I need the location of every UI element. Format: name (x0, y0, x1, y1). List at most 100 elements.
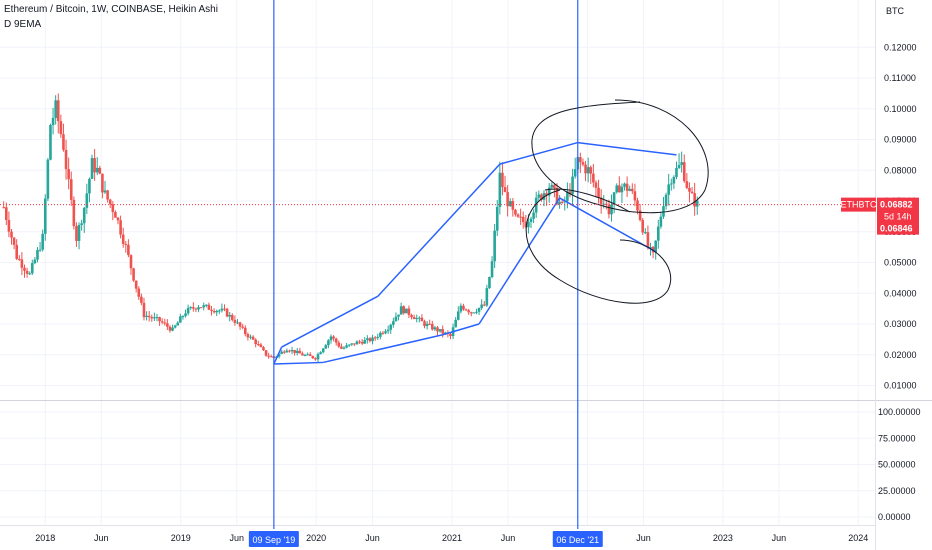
x-tick-label: Jun (636, 533, 651, 543)
trendline[interactable] (273, 346, 283, 365)
candle-body (397, 314, 400, 317)
candle-body (256, 344, 260, 346)
candle-body (423, 321, 426, 327)
candle-body (625, 183, 629, 191)
freehand-stroke[interactable] (544, 188, 631, 213)
trendline[interactable] (559, 197, 657, 253)
candle-body (501, 172, 504, 188)
candle-body (644, 232, 647, 234)
candle-body (384, 331, 387, 334)
candle-body (150, 317, 154, 319)
candle-body (680, 162, 683, 166)
candle-body (95, 167, 99, 173)
last-price-tag (877, 197, 919, 235)
candle-body (514, 209, 517, 215)
candle-body (140, 296, 143, 303)
freehand-ellipse[interactable] (525, 189, 671, 304)
x-tick-label: 2023 (713, 533, 733, 543)
candle-body (295, 350, 299, 353)
candle-body (207, 304, 211, 310)
candle-body (243, 327, 247, 335)
candle-body (467, 310, 470, 313)
freehand-ellipse[interactable] (531, 99, 709, 214)
candle-body (134, 280, 138, 289)
osc-y-tick-label: 0.00000 (878, 512, 911, 522)
candle-body (664, 194, 668, 207)
candle-body (618, 185, 621, 193)
y-tick-label: 0.04000 (884, 288, 917, 298)
candle-body (407, 308, 411, 315)
y-tick-label: 0.09000 (884, 135, 917, 145)
candle-body (631, 188, 634, 192)
x-tick-label: 2021 (442, 533, 462, 543)
candle-body (90, 158, 94, 179)
trendline[interactable] (323, 334, 443, 364)
trendline[interactable] (281, 295, 379, 348)
candle-body (233, 319, 237, 323)
candle-body (480, 304, 483, 308)
trendline[interactable] (478, 197, 561, 325)
candle-body (215, 310, 219, 313)
candle-body (77, 224, 81, 241)
candle-body (459, 305, 463, 312)
x-tick-label: 2024 (848, 533, 868, 543)
candle-body (342, 347, 346, 349)
x-tick-label: 2018 (35, 533, 55, 543)
osc-y-tick-label: 75.00000 (878, 433, 916, 443)
candle-body (555, 187, 559, 205)
candle-body (376, 336, 380, 338)
candle-body (228, 314, 231, 317)
candle-body (399, 306, 403, 315)
candle-body (371, 337, 374, 342)
chart-legend-title: Ethereum / Bitcoin, 1W, COINBASE, Heikin… (4, 4, 218, 15)
candle-body (111, 204, 115, 213)
candle-body (301, 353, 304, 356)
candle-body (129, 255, 133, 269)
candle-body (69, 179, 73, 200)
candle-body (558, 201, 561, 205)
candle-body (516, 214, 520, 217)
candle-body (428, 323, 432, 325)
time-marker-tag (552, 531, 603, 547)
candle-body (436, 327, 439, 332)
trendline[interactable] (499, 141, 578, 165)
candle-body (56, 100, 60, 122)
candle-body (405, 308, 408, 314)
candle-body (649, 246, 652, 248)
candle-body (220, 308, 224, 311)
candle-body (425, 323, 429, 327)
candle-body (636, 200, 639, 211)
candle-body (7, 220, 11, 232)
candle-body (43, 198, 47, 234)
trendline[interactable] (442, 323, 480, 336)
candle-body (80, 223, 83, 225)
symbol-tag-label: ETHBTC (841, 200, 878, 210)
y-tick-label: 0.03000 (884, 319, 917, 329)
trendline[interactable] (377, 163, 501, 297)
candle-body (137, 288, 141, 297)
y-tick-label: 0.01000 (884, 381, 917, 391)
candle-body (241, 326, 244, 328)
candle-body (173, 325, 177, 328)
x-tick-label: 2019 (171, 533, 191, 543)
candle-body (262, 347, 265, 351)
candle-body (285, 350, 289, 353)
candle-body (594, 182, 598, 188)
candle-body (319, 352, 322, 355)
candle-body (308, 354, 312, 356)
candle-body (462, 305, 465, 310)
candle-body (132, 268, 135, 281)
candle-body (532, 212, 535, 219)
candle-body (633, 191, 637, 201)
trendline[interactable] (577, 141, 677, 156)
candle-body (615, 185, 619, 193)
candle-body (503, 187, 507, 193)
candle-body (386, 329, 390, 332)
candle-body (537, 194, 541, 198)
candle-body (623, 183, 626, 187)
y-tick-label: 0.12000 (884, 42, 917, 52)
trendline[interactable] (273, 361, 324, 365)
candle-body (641, 220, 645, 233)
y-tick-label: 0.10000 (884, 104, 917, 114)
candle-body (553, 184, 556, 188)
